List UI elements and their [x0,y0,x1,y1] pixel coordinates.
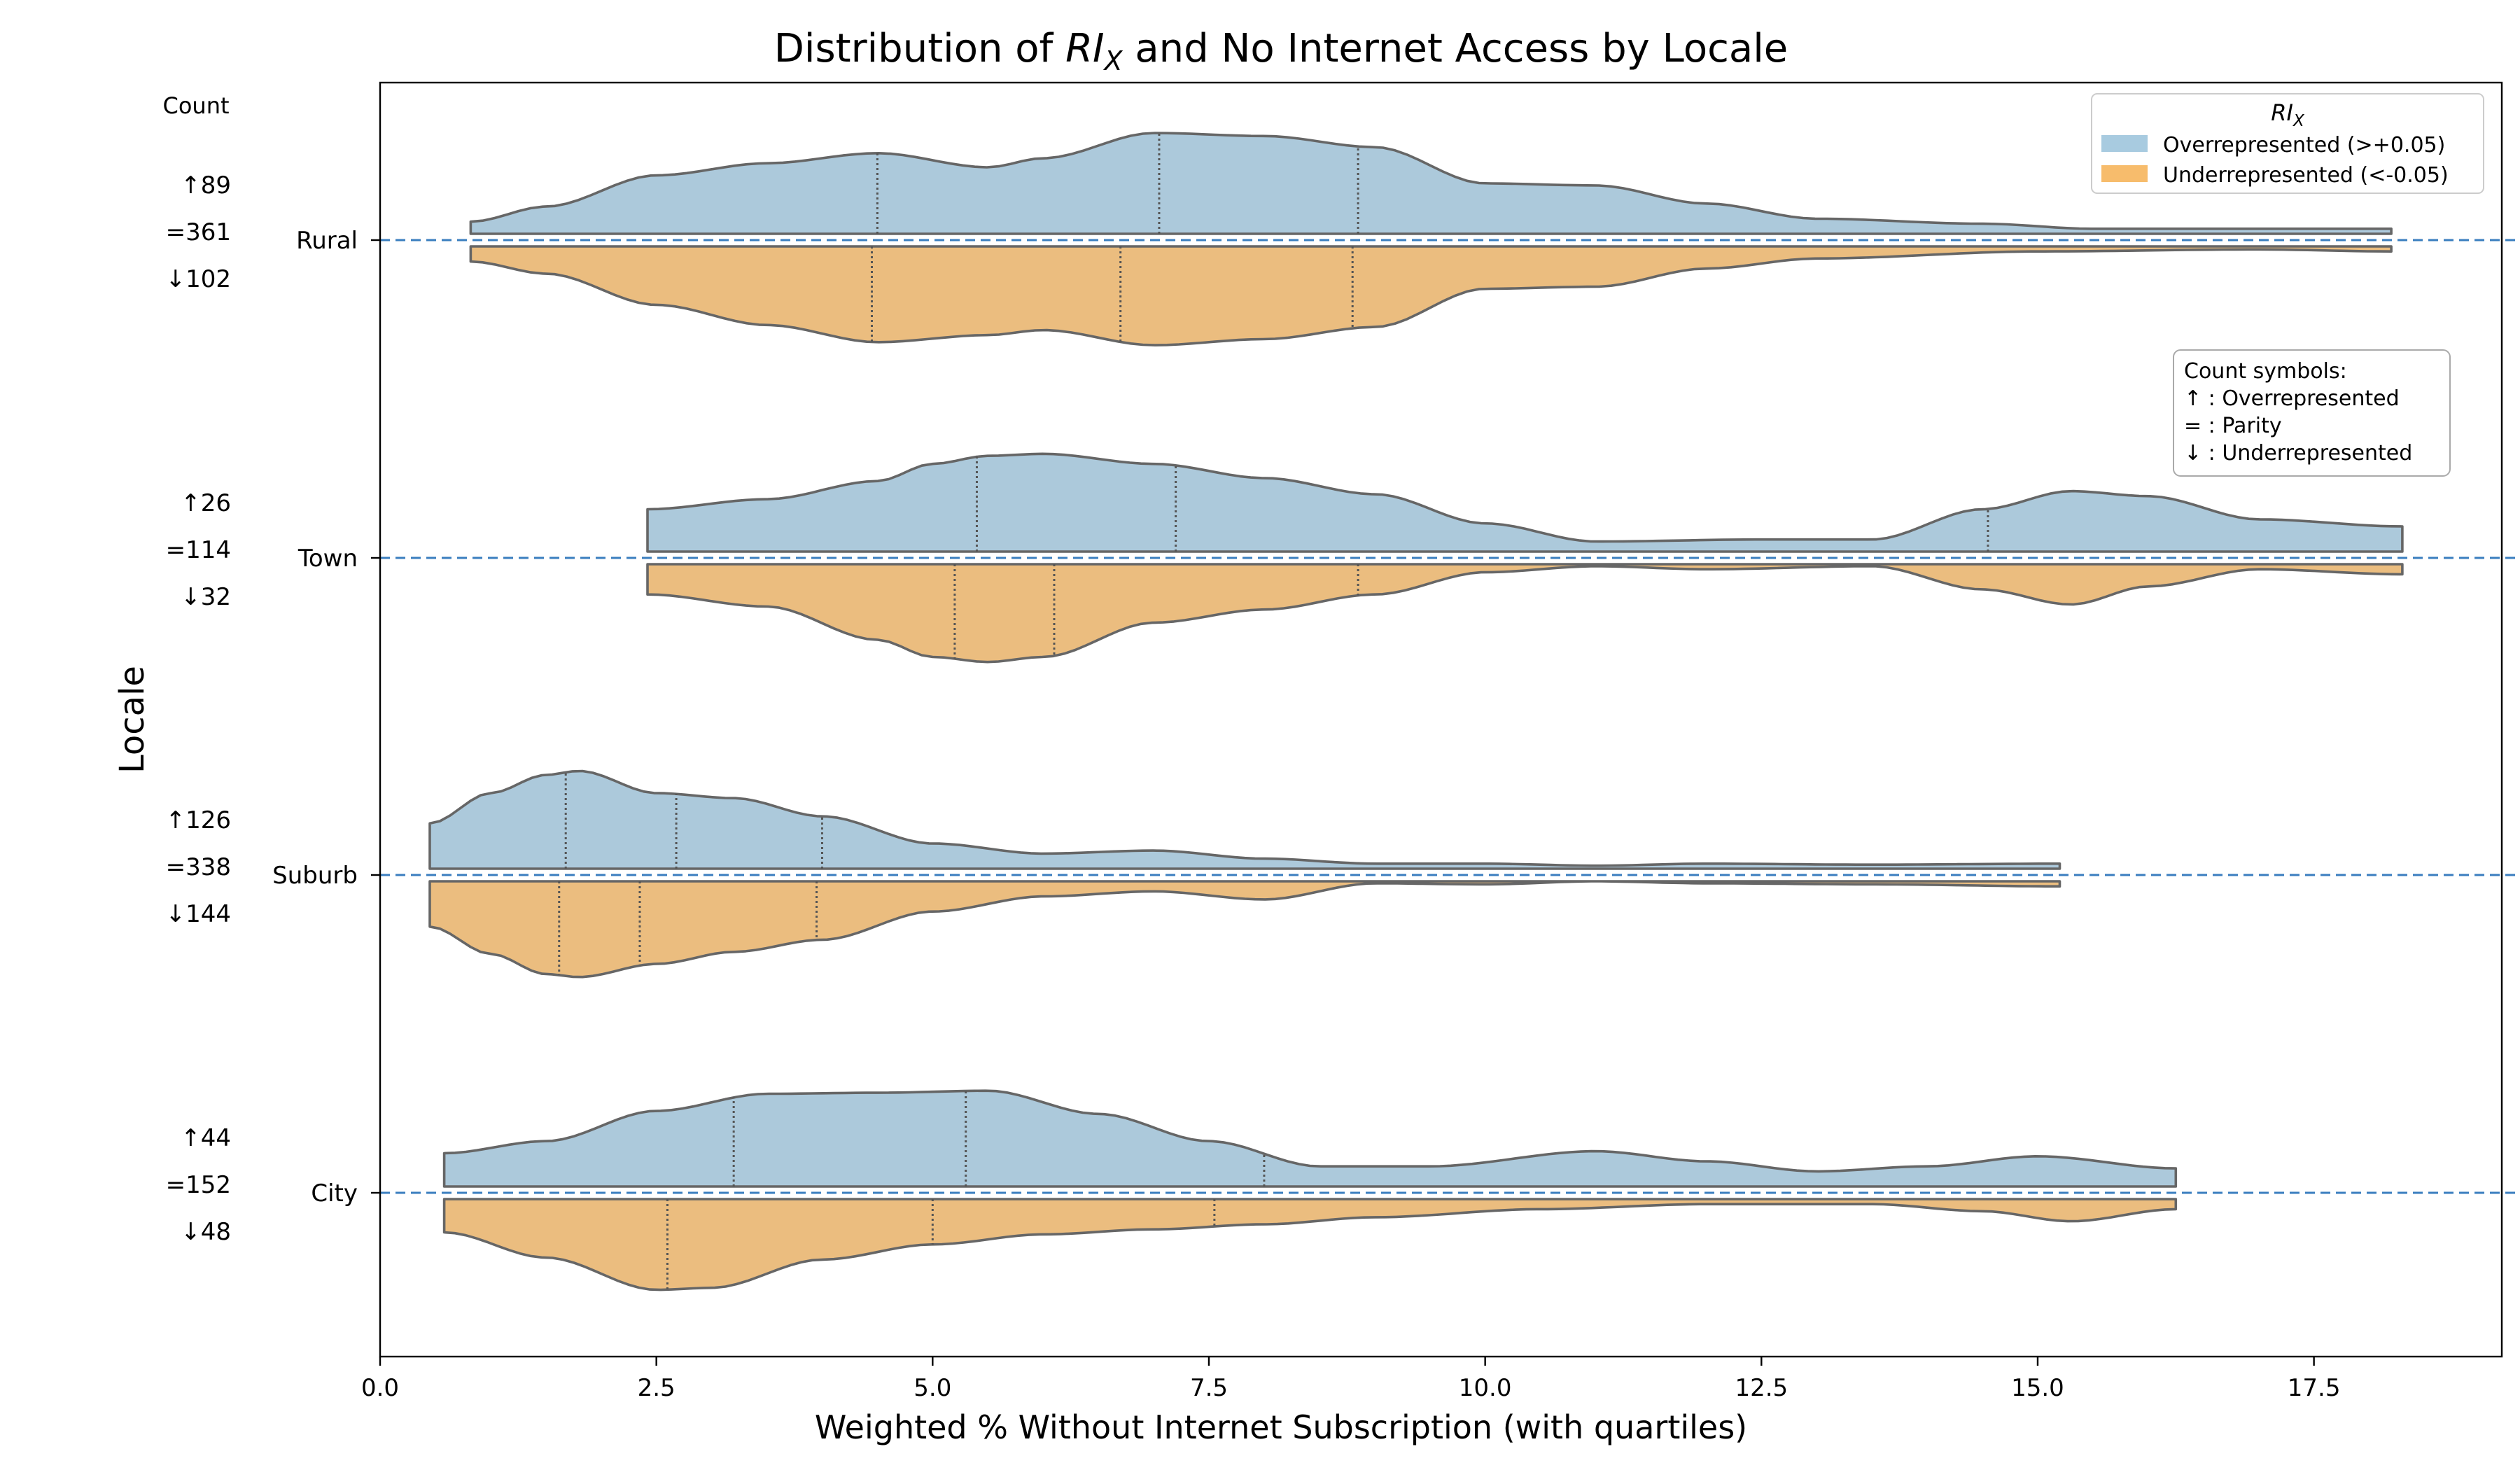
count-parity-city: =152 [166,1171,231,1199]
legend-title-main: RI [2271,99,2293,126]
chart-title: Distribution of RIX and No Internet Acce… [774,26,1788,76]
xtick-label-7: 17.5 [2288,1374,2341,1402]
count-over-rural: ↑89 [181,172,231,200]
legend-swatch-under [2101,165,2148,182]
count-parity-town: =114 [166,536,231,564]
count-over-city: ↑44 [181,1124,231,1152]
reference-lines [380,239,2520,1194]
count-under-town: ↓32 [181,583,231,611]
count-symbols-parity: = : Parity [2184,414,2282,438]
count-over-town: ↑26 [181,489,231,517]
xtick-label-3: 7.5 [1190,1374,1228,1402]
legend-swatch-over [2101,135,2148,152]
xtick-label-2: 5.0 [913,1374,951,1402]
violin-town-under [646,563,2404,664]
ytick-label-town: Town [298,545,358,573]
ytick-label-rural: Rural [296,227,358,255]
count-parity-suburb: =338 [166,853,231,881]
xtick-label-4: 10.0 [1459,1374,1512,1402]
count-symbols-over: ↑ : Overrepresented [2184,386,2400,411]
count-labels: ↑89 =361 ↓102 ↑26 =114 ↓32 ↑126 =338 ↓144 ↑44 =152… [166,172,231,1246]
count-symbols-box: Count symbols: ↑ : Overrepresented = : P… [2173,349,2451,477]
x-ticks: 0.0 2.5 5.0 7.5 10.0 12.5 15.0 17.5 [361,1357,2341,1402]
ytick-label-suburb: Suburb [272,862,358,890]
violin-city-over [442,1089,2178,1188]
violin-rural-under [469,245,2393,346]
xtick-label-6: 15.0 [2011,1374,2064,1402]
y-axis-label: Locale [113,666,152,774]
count-under-suburb: ↓144 [166,900,231,928]
count-under-city: ↓48 [181,1218,231,1246]
count-header: Count [162,92,229,119]
count-under-rural: ↓102 [166,265,231,293]
chart-title-math-sub: X [1103,46,1124,76]
chart-title-suffix: and No Internet Access by Locale [1123,26,1788,71]
legend-title-sub: X [2292,112,2305,130]
violin-suburb-over [428,769,2062,870]
ytick-label-city: City [311,1180,358,1208]
count-symbols-frame [2173,349,2451,477]
count-over-suburb: ↑126 [166,806,231,834]
y-ticks: Rural Town Suburb City [272,227,380,1208]
count-symbols-under: ↓ : Underrepresented [2184,441,2412,465]
x-axis-label: Weighted % Without Internet Subscription… [815,1408,1747,1446]
xtick-label-1: 2.5 [638,1374,676,1402]
legend-label-over: Overrepresented (>+0.05) [2163,133,2445,158]
legend-label-under: Underrepresented (<-0.05) [2163,163,2449,188]
xtick-label-5: 12.5 [1735,1374,1788,1402]
violin-town-over [646,452,2404,553]
violins-layer [428,132,2404,1292]
violin-rural-over [469,132,2393,235]
chart-title-math-main: RI [1065,26,1104,71]
legend-title: RIX [2271,99,2305,130]
xtick-label-0: 0.0 [361,1374,399,1402]
legend-box [2091,93,2484,194]
violin-city-under [442,1198,2178,1292]
plot-frame [379,81,2503,1358]
legend: RIX Overrepresented (>+0.05) Underrepres… [2091,93,2484,194]
count-parity-rural: =361 [166,218,231,246]
violin-suburb-under [428,880,2062,979]
count-symbols-title: Count symbols: [2184,359,2347,384]
chart-title-prefix: Distribution of [774,26,1065,71]
